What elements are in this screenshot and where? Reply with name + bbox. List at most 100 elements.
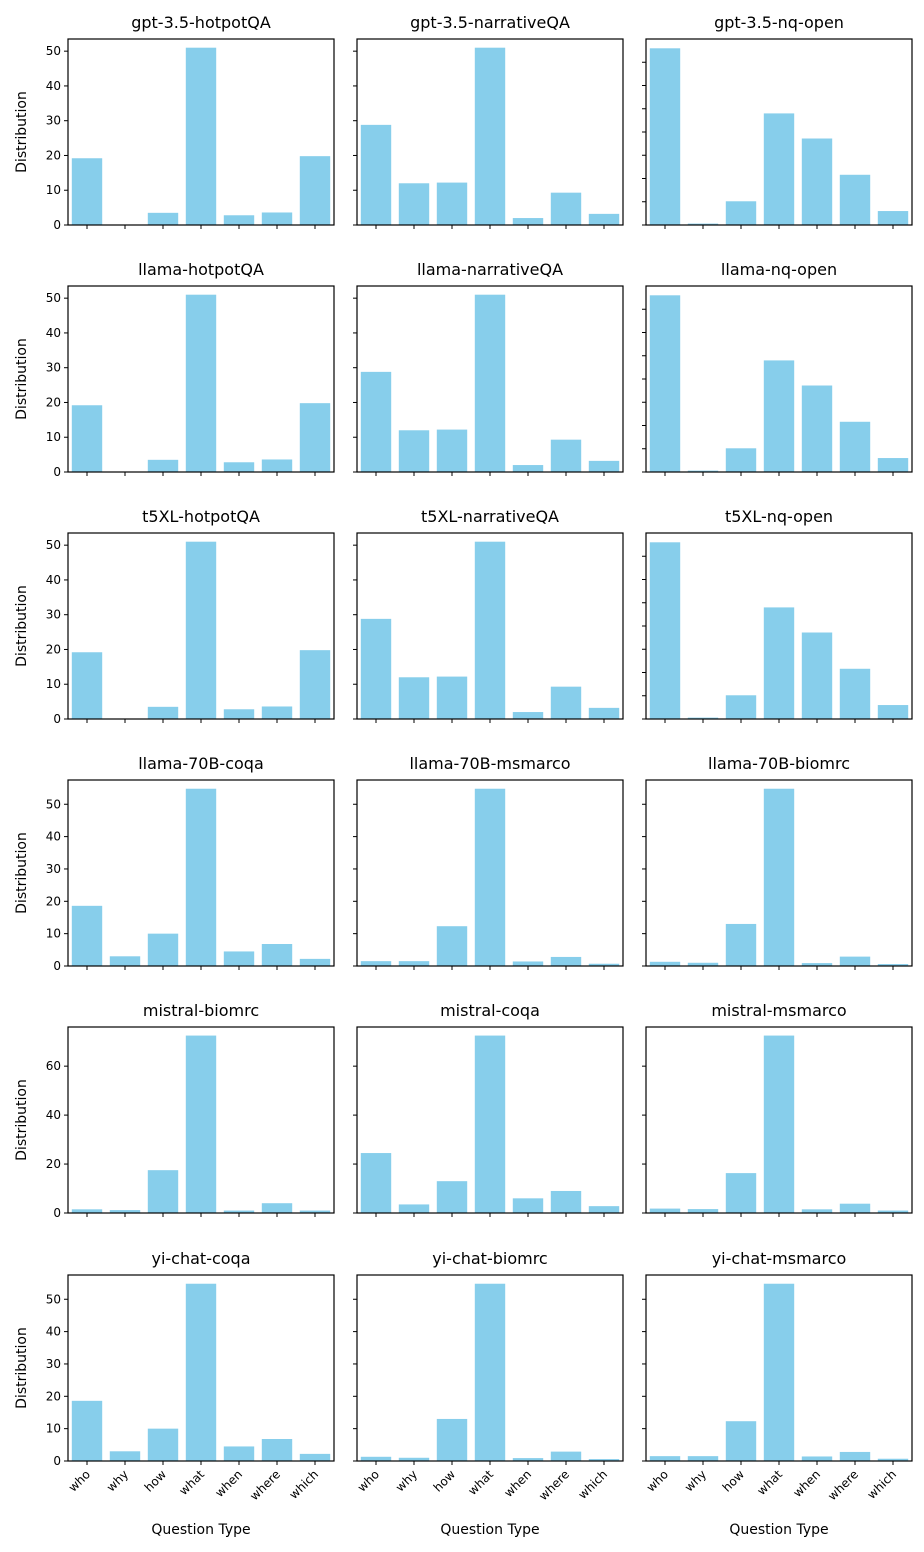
bar-who <box>360 961 392 966</box>
chart-title: t5XL-nq-open <box>725 507 833 526</box>
chart-title: t5XL-hotpotQA <box>142 507 260 526</box>
bar-which <box>299 403 331 472</box>
bar-which <box>588 707 620 719</box>
bar-why <box>109 956 141 966</box>
y-tick-label: 0 <box>53 712 61 726</box>
x-tick-label-who: who <box>355 1467 382 1494</box>
y-tick-label: 10 <box>46 927 61 941</box>
y-tick-label: 30 <box>46 608 61 622</box>
bar-how <box>147 933 179 966</box>
bar-when <box>801 138 833 225</box>
x-tick-label-when: when <box>212 1467 245 1500</box>
bar-which <box>877 1458 909 1461</box>
bar-how <box>436 182 468 225</box>
bar-which <box>877 458 909 472</box>
y-tick-label: 40 <box>46 573 61 587</box>
bar-which <box>299 156 331 225</box>
bar-where <box>261 459 293 472</box>
bar-where <box>261 944 293 966</box>
bar-how <box>436 926 468 966</box>
bar-what <box>185 1035 217 1213</box>
bar-who <box>649 1456 681 1461</box>
bar-who <box>71 905 103 966</box>
x-tick-label-when: when <box>790 1467 823 1500</box>
bar-when <box>801 1209 833 1213</box>
bar-how <box>147 459 179 472</box>
bar-where <box>550 686 582 719</box>
bar-where <box>839 421 871 472</box>
chart-title: llama-70B-coqa <box>138 754 264 773</box>
chart-title: gpt-3.5-narrativeQA <box>410 13 570 32</box>
bar-who <box>71 405 103 472</box>
bar-how <box>725 1173 757 1213</box>
x-tick-label-when: when <box>501 1467 534 1500</box>
y-tick-label: 40 <box>46 1325 61 1339</box>
y-tick-label: 30 <box>46 1357 61 1371</box>
x-tick-label-where: where <box>536 1467 572 1503</box>
bar-what <box>185 47 217 225</box>
bar-when <box>801 632 833 719</box>
bar-which <box>877 1210 909 1213</box>
x-tick-label-what: what <box>754 1467 785 1498</box>
bar-where <box>550 192 582 225</box>
bar-why <box>398 961 430 966</box>
bar-who <box>649 295 681 472</box>
x-axis-label: Question Type <box>151 1522 250 1538</box>
bar-which <box>299 958 331 966</box>
bar-why <box>687 470 719 472</box>
bar-when <box>223 1210 255 1213</box>
y-tick-label: 20 <box>46 1157 61 1171</box>
y-tick-label: 50 <box>46 291 61 305</box>
bar-why <box>109 1451 141 1461</box>
bar-what <box>474 294 506 472</box>
bar-who <box>360 124 392 225</box>
y-tick-label: 0 <box>53 465 61 479</box>
bar-who <box>71 1400 103 1461</box>
x-tick-label-what: what <box>176 1467 207 1498</box>
chart-title: llama-hotpotQA <box>138 260 264 279</box>
bar-where <box>550 1190 582 1213</box>
bar-when <box>801 963 833 966</box>
bar-why <box>687 717 719 719</box>
y-tick-label: 10 <box>46 1422 61 1436</box>
y-tick-label: 50 <box>46 44 61 58</box>
bar-why <box>398 1204 430 1213</box>
x-tick-label-who: who <box>644 1467 671 1494</box>
bar-when <box>512 465 544 472</box>
bar-when <box>223 462 255 472</box>
bar-how <box>436 1181 468 1213</box>
bar-who <box>71 652 103 719</box>
bar-where <box>261 212 293 225</box>
chart-title: mistral-coqa <box>440 1001 540 1020</box>
chart-title: llama-nq-open <box>721 260 837 279</box>
y-tick-label: 40 <box>46 830 61 844</box>
bar-who <box>649 1208 681 1213</box>
y-tick-label: 0 <box>53 218 61 232</box>
bar-how <box>725 1421 757 1461</box>
bar-which <box>299 650 331 719</box>
x-tick-label-why: why <box>393 1467 420 1494</box>
bar-why <box>687 1209 719 1213</box>
y-axis-label: Distribution <box>14 1079 30 1161</box>
bar-what <box>474 47 506 225</box>
bar-what <box>763 360 795 472</box>
y-axis-label: Distribution <box>14 91 30 173</box>
bar-what <box>763 607 795 719</box>
x-tick-label-which: which <box>864 1467 899 1502</box>
y-tick-label: 20 <box>46 894 61 908</box>
chart-title: llama-narrativeQA <box>417 260 563 279</box>
x-tick-label-which: which <box>575 1467 610 1502</box>
y-tick-label: 10 <box>46 183 61 197</box>
bar-which <box>299 1453 331 1461</box>
y-tick-label: 40 <box>46 326 61 340</box>
bar-why <box>398 183 430 225</box>
bar-which <box>877 211 909 225</box>
bar-how <box>147 706 179 719</box>
chart-title: mistral-biomrc <box>143 1001 259 1020</box>
bar-when <box>512 961 544 966</box>
y-tick-label: 60 <box>46 1059 61 1073</box>
y-tick-label: 30 <box>46 114 61 128</box>
bar-where <box>550 439 582 472</box>
y-axis-label: Distribution <box>14 585 30 667</box>
